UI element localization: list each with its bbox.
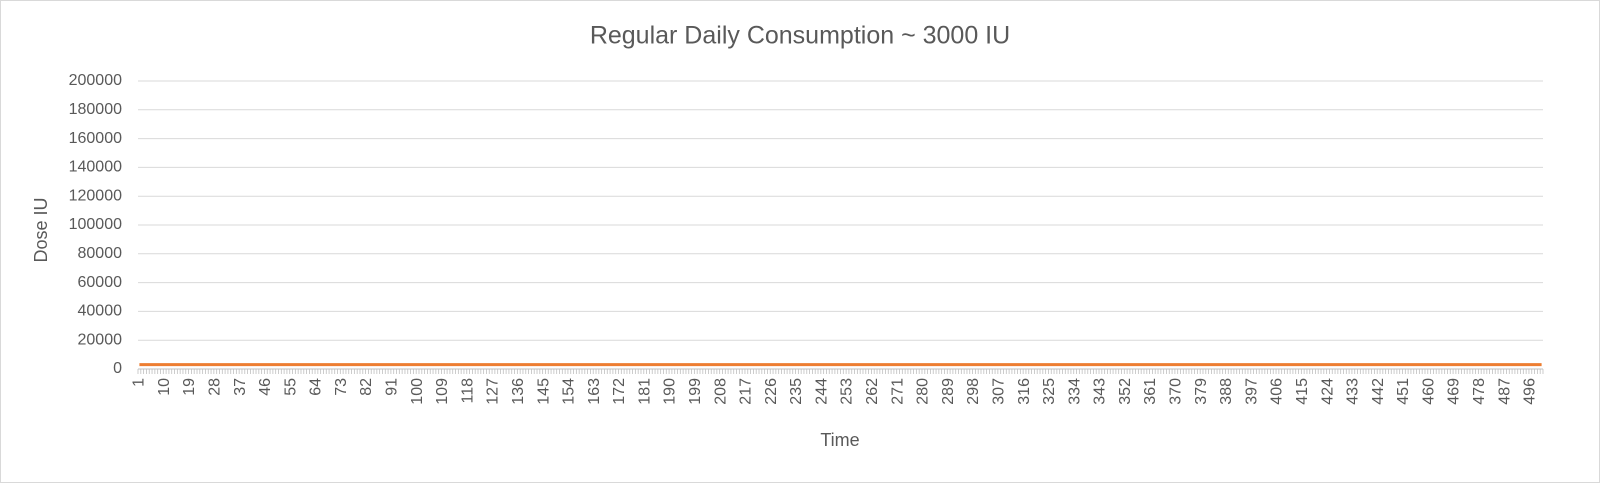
x-tick-label: 478 <box>1471 378 1488 405</box>
x-tick-label: 334 <box>1066 378 1083 405</box>
x-tick-label: 145 <box>535 378 552 405</box>
x-tick-label: 73 <box>333 378 350 396</box>
y-tick-label: 20000 <box>78 331 123 348</box>
x-tick-label: 82 <box>358 378 375 396</box>
x-tick-label: 64 <box>308 378 325 396</box>
x-tick-label: 271 <box>889 378 906 405</box>
x-tick-label: 28 <box>206 378 223 396</box>
x-tick-label: 388 <box>1218 378 1235 405</box>
y-tick-label: 80000 <box>78 245 123 262</box>
x-tick-label: 10 <box>156 378 173 396</box>
x-tick-label: 208 <box>712 378 729 405</box>
x-tick-label: 370 <box>1168 378 1185 405</box>
x-tick-label: 325 <box>1041 378 1058 405</box>
x-axis-title: Time <box>820 430 859 450</box>
x-tick-label: 127 <box>485 378 502 405</box>
x-tick-label: 406 <box>1269 378 1286 405</box>
y-tick-label: 40000 <box>78 303 123 320</box>
x-tick-label: 55 <box>282 378 299 396</box>
x-tick-label: 253 <box>839 378 856 405</box>
x-tick-label: 307 <box>990 378 1007 405</box>
x-tick-label: 289 <box>940 378 957 405</box>
x-tick-label: 190 <box>662 378 679 405</box>
x-tick-label: 487 <box>1496 378 1513 405</box>
x-tick-label: 91 <box>384 378 401 396</box>
x-tick-label: 262 <box>864 378 881 405</box>
x-tick-label: 163 <box>586 378 603 405</box>
x-tick-label: 460 <box>1420 378 1437 405</box>
x-tick-label: 433 <box>1345 378 1362 405</box>
x-tick-label: 118 <box>459 378 476 404</box>
x-tick-label: 424 <box>1319 378 1336 405</box>
y-tick-label: 140000 <box>69 159 122 176</box>
x-tick-label: 280 <box>915 378 932 405</box>
x-tick-label: 226 <box>763 378 780 405</box>
chart-title: Regular Daily Consumption ~ 3000 IU <box>590 22 1010 50</box>
y-tick-label: 200000 <box>69 72 122 89</box>
x-tick-label: 100 <box>409 378 426 405</box>
y-tick-label: 120000 <box>69 187 122 204</box>
x-tick-label: 316 <box>1016 378 1033 405</box>
x-tick-label: 343 <box>1092 378 1109 405</box>
x-tick-label: 172 <box>611 378 628 405</box>
x-tick-label: 1 <box>131 378 148 387</box>
x-tick-label: 46 <box>257 378 274 396</box>
x-tick-label: 352 <box>1117 378 1134 405</box>
x-tick-label: 397 <box>1243 378 1260 405</box>
x-tick-label: 217 <box>738 378 755 405</box>
y-tick-label: 160000 <box>69 130 122 147</box>
y-tick-label: 180000 <box>69 101 122 118</box>
x-tick-label: 442 <box>1370 378 1387 405</box>
x-tick-label: 181 <box>636 378 653 405</box>
y-tick-label: 100000 <box>69 216 122 233</box>
x-tick-label: 235 <box>788 378 805 405</box>
x-tick-label: 298 <box>965 378 982 405</box>
y-tick-label: 60000 <box>78 274 123 291</box>
x-tick-label: 469 <box>1446 378 1463 405</box>
x-tick-label: 379 <box>1193 378 1210 405</box>
x-tick-label: 37 <box>232 378 249 396</box>
x-tick-label: 154 <box>561 378 578 405</box>
x-tick-label: 19 <box>181 378 198 396</box>
x-tick-label: 244 <box>813 378 830 405</box>
x-tick-label: 451 <box>1395 378 1412 405</box>
x-tick-label: 109 <box>434 378 451 405</box>
x-tick-label: 199 <box>687 378 704 405</box>
x-tick-label: 361 <box>1142 378 1159 405</box>
y-tick-label: 0 <box>113 360 122 377</box>
x-tick-label: 136 <box>510 378 527 405</box>
x-tick-label: 415 <box>1294 378 1311 405</box>
y-axis-title: Dose IU <box>31 197 51 262</box>
x-tick-label: 496 <box>1522 378 1539 405</box>
